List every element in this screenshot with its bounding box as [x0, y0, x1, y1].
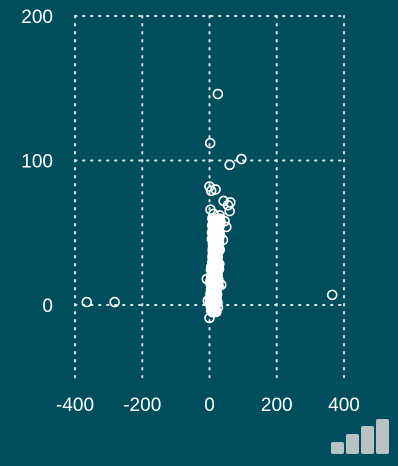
- data-point: [205, 288, 216, 299]
- gridlines: [74, 15, 345, 379]
- data-point: [215, 279, 227, 291]
- data-point: [206, 285, 218, 297]
- y-tick-label: 100: [21, 152, 53, 173]
- x-tick-label: 400: [328, 395, 360, 416]
- data-point: [224, 159, 235, 171]
- x-tick-label: 200: [261, 395, 293, 416]
- bars-logo-icon: [331, 419, 389, 454]
- data-point: [205, 185, 217, 197]
- y-tick-label: 0: [42, 296, 53, 317]
- data-point: [236, 153, 247, 165]
- data-point: [209, 296, 220, 307]
- x-tick-label: -200: [123, 395, 161, 416]
- data-point: [217, 234, 229, 246]
- data-point: [326, 289, 338, 301]
- data-point: [204, 137, 216, 149]
- x-tick-label: 0: [204, 395, 215, 416]
- data-point: [221, 221, 232, 233]
- x-tick-label: -400: [56, 395, 94, 416]
- data-point: [210, 184, 221, 195]
- data-point: [206, 306, 218, 318]
- x-axis-tick-labels: -400 -200 0 200 400: [56, 395, 360, 416]
- y-axis-tick-labels: 0 100 200: [21, 7, 53, 317]
- data-point: [205, 299, 217, 311]
- data-point: [208, 208, 219, 220]
- data-point: [214, 244, 225, 256]
- y-tick-label: 200: [21, 7, 53, 28]
- data-point: [211, 224, 223, 236]
- data-point: [224, 205, 235, 217]
- data-point: [81, 296, 93, 308]
- data-point: [212, 88, 224, 100]
- data-point: [219, 215, 230, 227]
- data-point: [210, 256, 222, 267]
- scatter-points: [81, 88, 338, 324]
- data-point: [222, 199, 234, 211]
- data-point: [204, 312, 215, 324]
- data-point: [109, 296, 120, 308]
